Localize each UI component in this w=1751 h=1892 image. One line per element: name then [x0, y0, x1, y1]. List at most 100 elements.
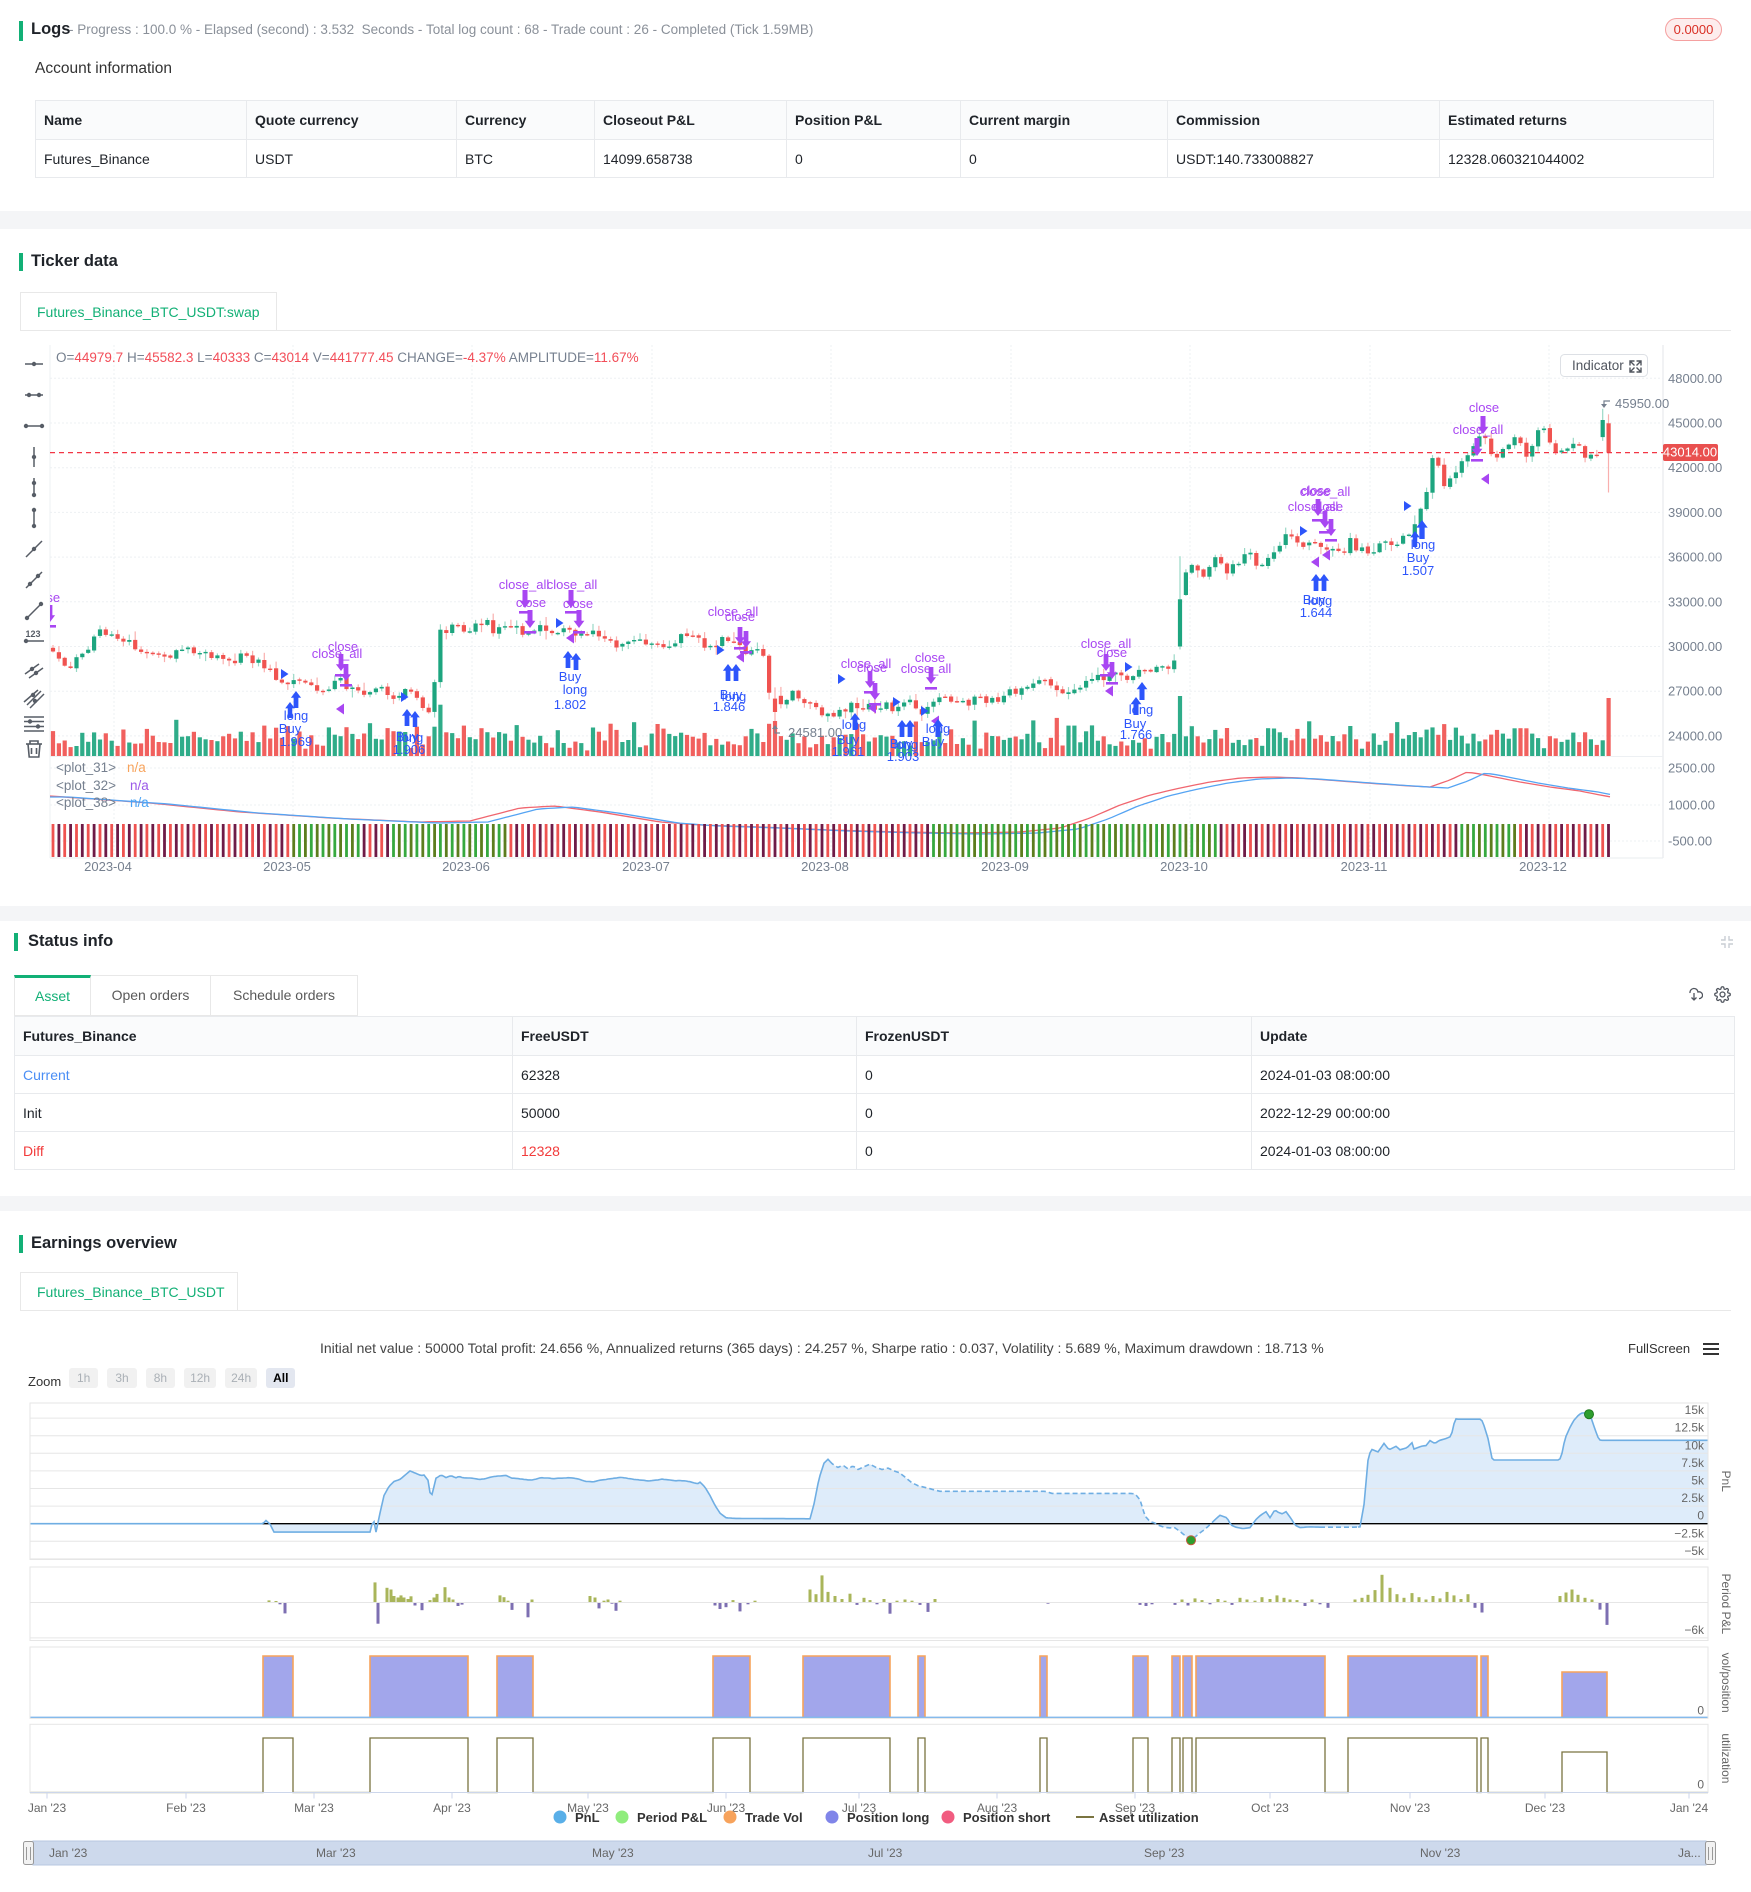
svg-text:39000.00: 39000.00 — [1668, 505, 1722, 520]
svg-text:close_all: close_all — [841, 656, 892, 671]
svg-text:27000.00: 27000.00 — [1668, 684, 1722, 699]
svg-text:n/a: n/a — [127, 760, 146, 775]
svg-text:close: close — [857, 660, 887, 675]
svg-text:n/a: n/a — [130, 795, 149, 810]
svg-text:close_all: close_all — [901, 661, 952, 676]
svg-text:<plot_31>: <plot_31> — [56, 760, 116, 775]
svg-text:48000.00: 48000.00 — [1668, 371, 1722, 386]
svg-text:-500.00: -500.00 — [1668, 834, 1712, 849]
svg-text:2023-12: 2023-12 — [1519, 859, 1567, 874]
svg-text:Sep '23: Sep '23 — [1144, 1846, 1185, 1860]
svg-text:2023-07: 2023-07 — [622, 859, 670, 874]
svg-text:Jan '24: Jan '24 — [1670, 1801, 1709, 1815]
svg-text:vol/position: vol/position — [1719, 1653, 1733, 1713]
svg-text:Dec '23: Dec '23 — [1525, 1801, 1566, 1815]
svg-text:Buy: Buy — [922, 734, 945, 749]
svg-text:15k: 15k — [1685, 1403, 1705, 1417]
svg-text:Jun '23: Jun '23 — [707, 1801, 746, 1815]
svg-text:Nov '23: Nov '23 — [1390, 1801, 1431, 1815]
svg-text:2023-09: 2023-09 — [981, 859, 1029, 874]
svg-text:30000.00: 30000.00 — [1668, 639, 1722, 654]
svg-text:24000.00: 24000.00 — [1668, 728, 1722, 743]
svg-text:36000.00: 36000.00 — [1668, 550, 1722, 565]
svg-text:close: close — [915, 650, 945, 665]
svg-text:<plot_32>: <plot_32> — [56, 778, 116, 793]
svg-text:Asset utilization: Asset utilization — [1099, 1810, 1199, 1825]
svg-text:Buy: Buy — [279, 721, 302, 736]
svg-text:close: close — [30, 590, 60, 605]
svg-text:43014.00: 43014.00 — [1663, 445, 1717, 460]
svg-text:close: close — [725, 609, 755, 624]
svg-text:close: close — [1301, 483, 1331, 498]
svg-text:Buy: Buy — [1407, 550, 1430, 565]
svg-text:1.969: 1.969 — [280, 734, 313, 749]
svg-text:<plot_38>: <plot_38> — [56, 795, 116, 810]
svg-text:1.846: 1.846 — [713, 699, 746, 714]
svg-text:2023-11: 2023-11 — [1341, 859, 1388, 874]
svg-text:−2.5k: −2.5k — [1674, 1526, 1705, 1540]
svg-text:Position long: Position long — [847, 1810, 929, 1825]
svg-text:Buy: Buy — [837, 732, 860, 747]
svg-text:5k: 5k — [1691, 1474, 1705, 1488]
svg-text:24581.00: 24581.00 — [788, 725, 842, 740]
svg-text:close_all: close_all — [499, 577, 550, 592]
svg-text:Buy: Buy — [720, 687, 743, 702]
svg-text:Apr '23: Apr '23 — [433, 1801, 471, 1815]
svg-text:close: close — [516, 595, 546, 610]
svg-text:close_all: close_all — [1453, 422, 1504, 437]
svg-text:−5k: −5k — [1684, 1544, 1705, 1558]
svg-text:Mar '23: Mar '23 — [316, 1846, 356, 1860]
svg-text:Jul '23: Jul '23 — [868, 1846, 903, 1860]
svg-text:Mar '23: Mar '23 — [294, 1801, 334, 1815]
svg-text:Jan '23: Jan '23 — [28, 1801, 67, 1815]
svg-text:long: long — [722, 689, 747, 704]
svg-text:close_all: close_all — [1081, 636, 1132, 651]
svg-text:close: close — [1097, 645, 1127, 660]
svg-text:close: close — [328, 639, 358, 654]
svg-text:1.802: 1.802 — [554, 697, 587, 712]
svg-text:0: 0 — [1697, 1778, 1704, 1792]
svg-text:Period P&L: Period P&L — [1719, 1573, 1733, 1634]
svg-text:0: 0 — [1697, 1703, 1704, 1717]
svg-text:1000.00: 1000.00 — [1668, 798, 1715, 813]
svg-text:123: 123 — [25, 629, 40, 639]
svg-text:Oct '23: Oct '23 — [1251, 1801, 1289, 1815]
svg-text:42000.00: 42000.00 — [1668, 460, 1722, 475]
svg-text:1.507: 1.507 — [1402, 563, 1435, 578]
svg-text:2.5k: 2.5k — [1681, 1491, 1705, 1505]
svg-text:1.903: 1.903 — [887, 749, 920, 764]
svg-text:n/a: n/a — [130, 778, 149, 793]
svg-text:May '23: May '23 — [592, 1846, 634, 1860]
svg-text:May '23: May '23 — [567, 1801, 609, 1815]
svg-text:Indicator: Indicator — [1572, 358, 1624, 373]
svg-text:close_all: close_all — [1300, 484, 1351, 499]
svg-text:2023-08: 2023-08 — [801, 859, 849, 874]
svg-text:Feb '23: Feb '23 — [166, 1801, 206, 1815]
svg-text:−6k: −6k — [1684, 1623, 1705, 1637]
svg-text:12.5k: 12.5k — [1675, 1421, 1705, 1435]
svg-text:2023-04: 2023-04 — [84, 859, 132, 874]
svg-text:1.644: 1.644 — [1300, 605, 1333, 620]
svg-text:Trade Vol: Trade Vol — [745, 1810, 803, 1825]
svg-text:long: long — [1308, 593, 1333, 608]
svg-text:2023-10: 2023-10 — [1160, 859, 1208, 874]
svg-text:45000.00: 45000.00 — [1668, 416, 1722, 431]
svg-text:0: 0 — [1697, 1509, 1704, 1523]
svg-text:long: long — [563, 682, 588, 697]
svg-text:Aug '23: Aug '23 — [977, 1801, 1018, 1815]
svg-text:long: long — [926, 721, 951, 736]
svg-text:Sep '23: Sep '23 — [1115, 1801, 1156, 1815]
svg-text:long: long — [1129, 702, 1154, 717]
svg-text:close: close — [1469, 400, 1499, 415]
svg-text:33000.00: 33000.00 — [1668, 594, 1722, 609]
svg-text:Ja...: Ja... — [1678, 1846, 1701, 1860]
svg-text:1.906: 1.906 — [393, 742, 426, 757]
svg-text:close_all: close_all — [708, 604, 759, 619]
svg-text:Nov '23: Nov '23 — [1420, 1846, 1461, 1860]
svg-text:2023-06: 2023-06 — [442, 859, 490, 874]
svg-text:close: close — [563, 596, 593, 611]
svg-text:Buy: Buy — [396, 729, 419, 744]
svg-text:PnL: PnL — [575, 1810, 600, 1825]
svg-text:10k: 10k — [1685, 1438, 1705, 1452]
svg-text:Buy: Buy — [1124, 716, 1147, 731]
